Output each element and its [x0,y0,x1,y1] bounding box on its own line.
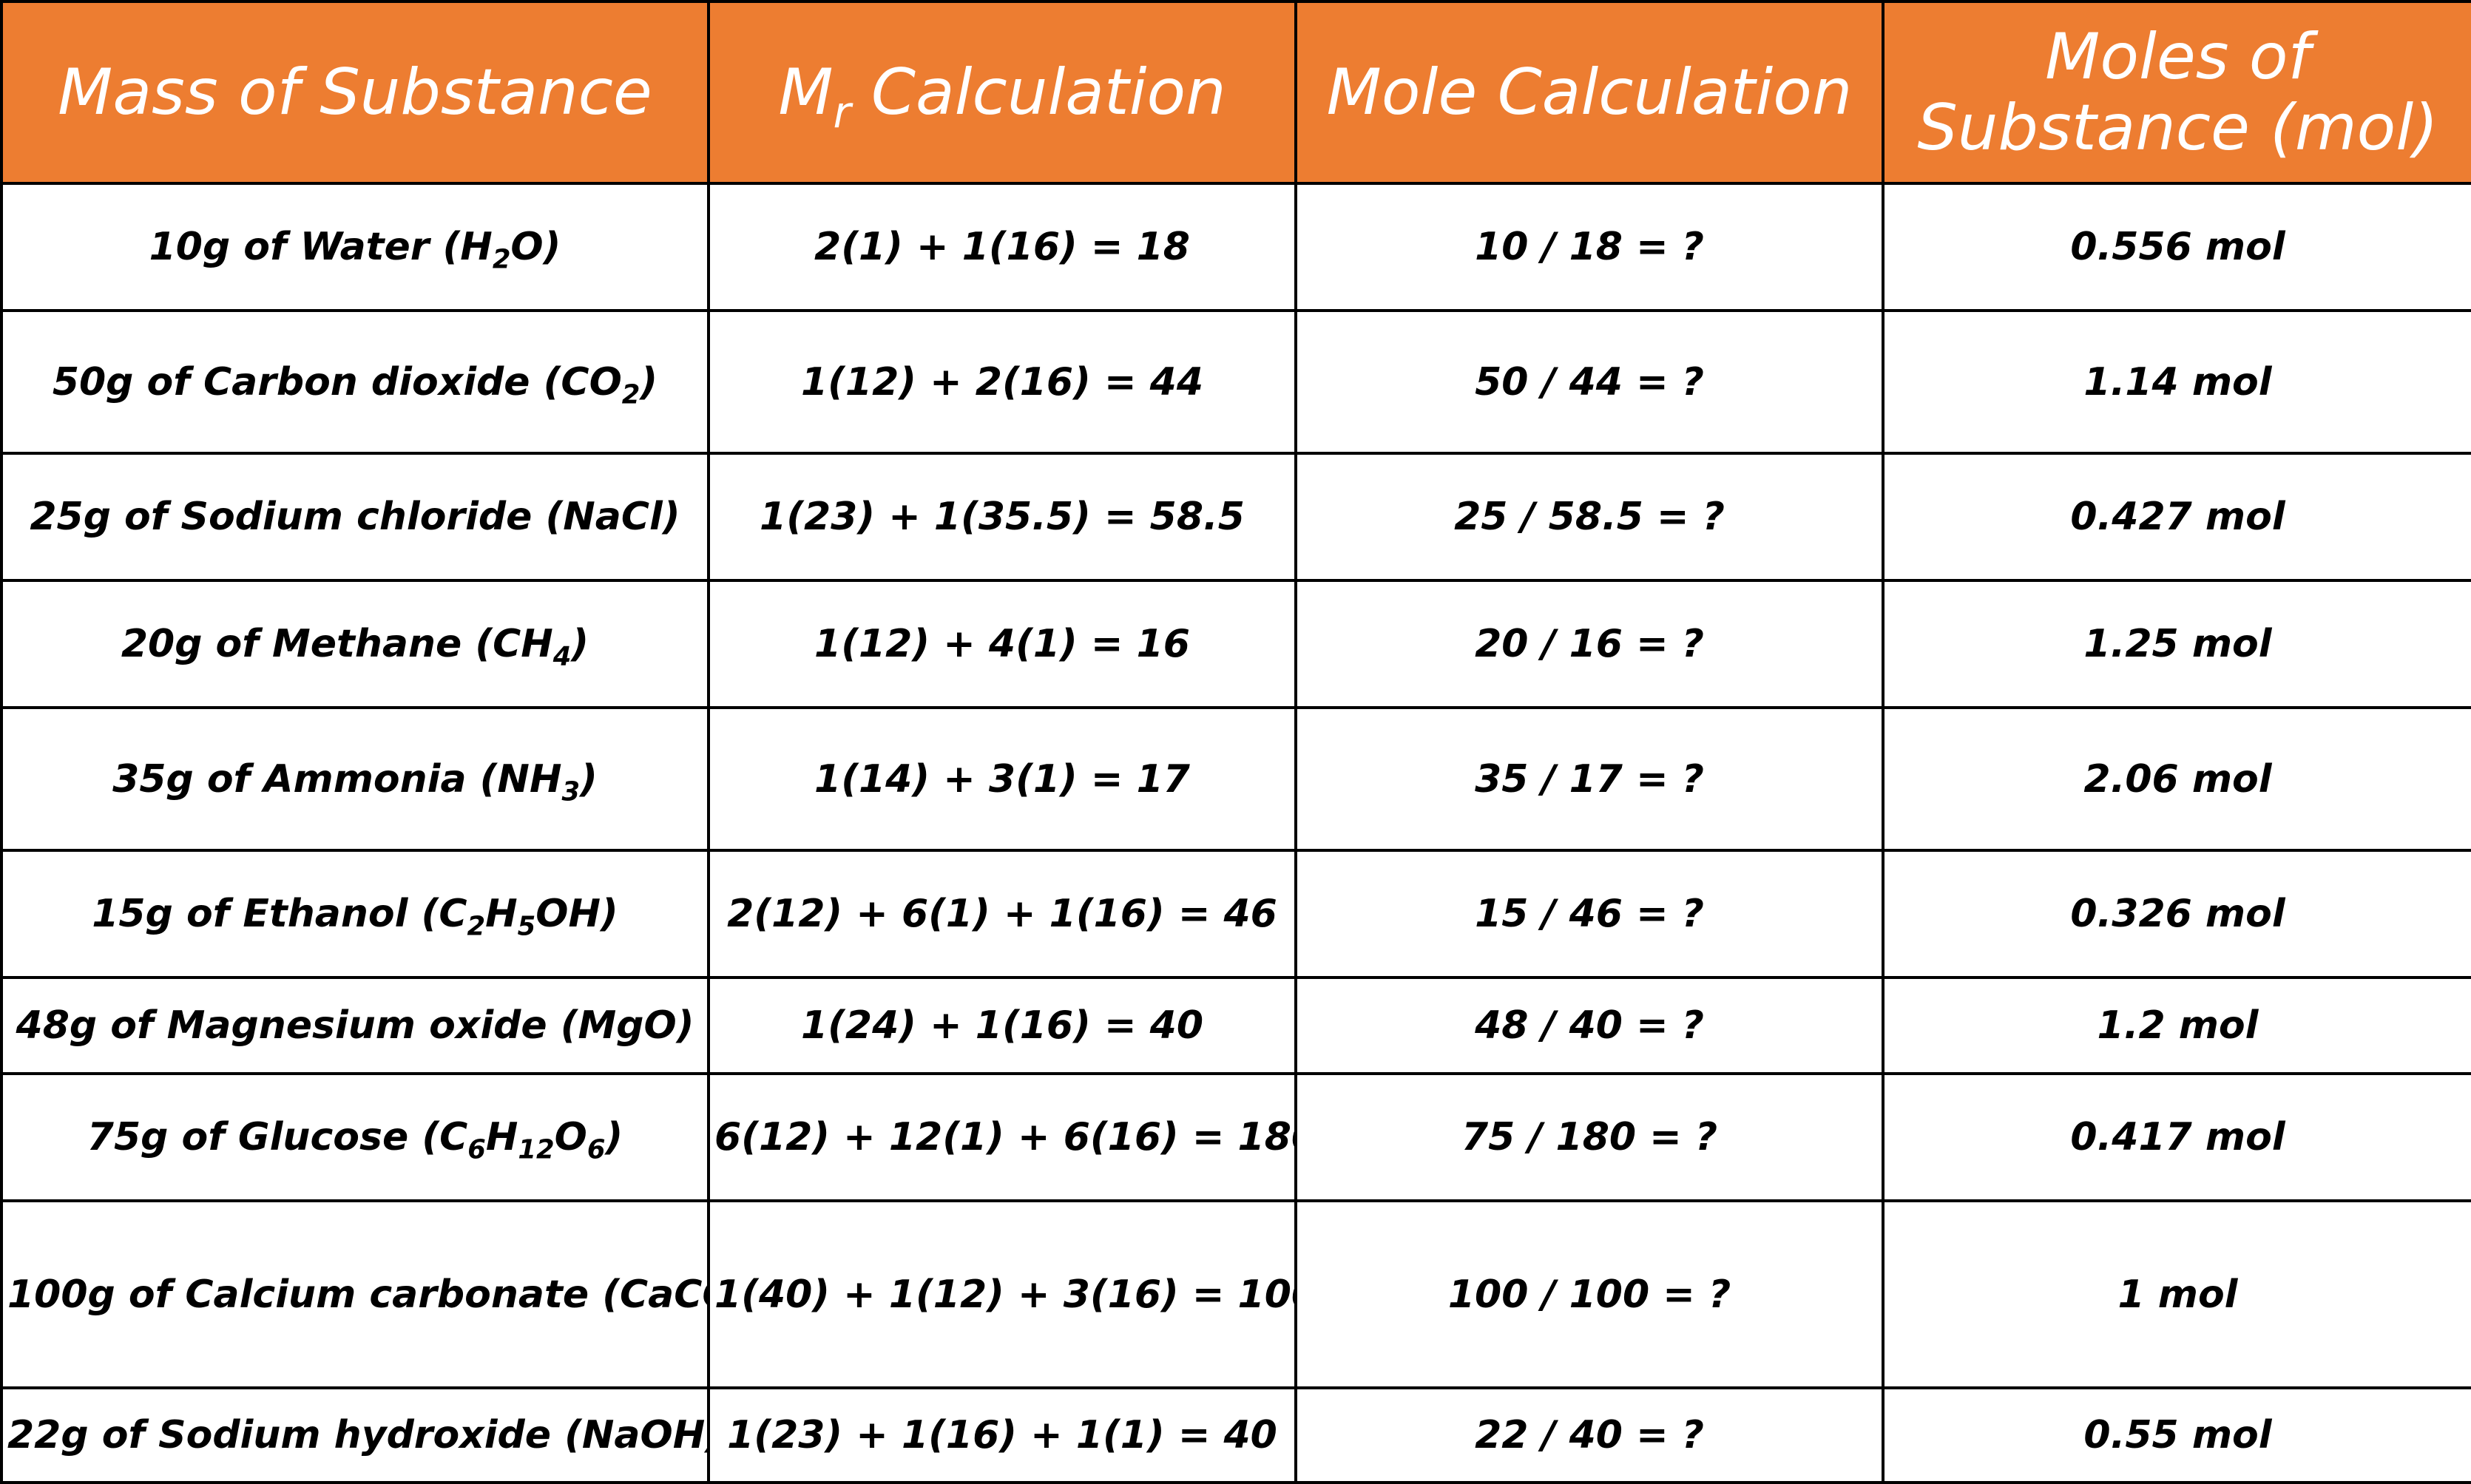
mass-text: O) [510,225,561,270]
mole-calculation-cell: 75 / 180 = ? [1294,1071,1884,1202]
moles-value-cell: 1.2 mol [1882,976,2471,1075]
mole-calculation-cell: 20 / 16 = ? [1294,579,1884,710]
mr-calculation-cell: 1(24) + 1(16) = 40 [707,976,1297,1075]
moles-value-cell: 2.06 mol [1882,706,2471,852]
mass-text: ) [605,1114,623,1159]
mass-cell: 22g of Sodium hydroxide (NaOH) [0,1386,710,1484]
mass-text: OH) [535,891,618,936]
mass-cell: 48g of Magnesium oxide (MgO) [0,976,710,1075]
mr-calculation-cell: 6(12) + 12(1) + 6(16) = 180 [707,1071,1297,1202]
mass-text: H [485,891,518,936]
moles-value-cell: 0.556 mol [1882,181,2471,313]
formula-subscript: 4 [552,641,572,672]
header-mr-subscript: r [833,87,851,138]
formula-subscript: 3 [561,776,581,807]
header-mass-label: Mass of Substance [58,55,652,129]
mass-text: 15g of Ethanol (C [92,891,467,936]
table-row: 25g of Sodium chloride (NaCl) 1(23) + 1(3… [0,451,2471,583]
header-moles-line2: Substance (mol) [1917,91,2438,165]
mole-calculation-cell: 15 / 46 = ? [1294,848,1884,980]
mass-cell: 10g of Water (H2O) [0,181,710,313]
mass-text: 10g of Water (H [149,225,493,270]
header-mass: Mass of Substance [0,0,710,185]
formula-subscript: 6 [467,1134,486,1165]
mass-cell: 75g of Glucose (C6H12O6) [0,1071,710,1202]
formula-subscript: 2 [492,244,511,275]
moles-value-cell: 1.14 mol [1882,309,2471,455]
mass-cell: 20g of Methane (CH4) [0,579,710,710]
mr-calculation-cell: 2(1) + 1(16) = 18 [707,181,1297,313]
table-row: 15g of Ethanol (C2H5OH) 2(12) + 6(1) + 1(… [0,848,2471,980]
mr-calculation-cell: 1(23) + 1(16) + 1(1) = 40 [707,1386,1297,1484]
moles-value-cell: 1.25 mol [1882,579,2471,710]
mr-calculation-cell: 1(14) + 3(1) = 17 [707,706,1297,852]
mass-text: O [554,1114,587,1159]
mole-calculation-cell: 48 / 40 = ? [1294,976,1884,1075]
formula-subscript: 5 [517,911,536,942]
mole-calculation-cell: 10 / 18 = ? [1294,181,1884,313]
table-row: 20g of Methane (CH4) 1(12) + 4(1) = 16 20 … [0,579,2471,710]
moles-value-cell: 0.427 mol [1882,451,2471,583]
mass-cell: 25g of Sodium chloride (NaCl) [0,451,710,583]
moles-value-cell: 0.417 mol [1882,1071,2471,1202]
header-mr-symbol: M [778,55,834,129]
mole-calculation-cell: 35 / 17 = ? [1294,706,1884,852]
header-mole-calculation: Mole Calculation [1294,0,1884,185]
mass-text: 22g of Sodium hydroxide (NaOH) [7,1413,709,1458]
mass-text: 48g of Magnesium oxide (MgO) [16,1003,694,1048]
formula-subscript: 2 [621,379,640,410]
moles-value-cell: 0.55 mol [1882,1386,2471,1484]
table-row: 48g of Magnesium oxide (MgO) 1(24) + 1(16… [0,976,2471,1075]
mass-text: ) [580,756,598,802]
table-row: 100g of Calcium carbonate (CaCO3)1(40) +… [0,1199,2471,1390]
mole-calculation-cell: 25 / 58.5 = ? [1294,451,1884,583]
mr-calculation-cell: 1(12) + 2(16) = 44 [707,309,1297,455]
mass-text: 75g of Glucose (C [87,1114,468,1159]
mass-cell: 50g of Carbon dioxide (CO2) [0,309,710,455]
mass-text: ) [571,622,589,667]
table-row: 75g of Glucose (C6H12O6) 6(12) + 12(1) + … [0,1071,2471,1202]
mass-text: 100g of Calcium carbonate (CaCO [7,1272,709,1317]
mr-calculation-cell: 1(23) + 1(35.5) = 58.5 [707,451,1297,583]
mr-calculation-cell: 1(12) + 4(1) = 16 [707,579,1297,710]
table-row: 35g of Ammonia (NH3) 1(14) + 3(1) = 17 35 … [0,706,2471,852]
moles-value-cell: 0.326 mol [1882,848,2471,980]
header-moles-of-substance: Moles of Substance (mol) [1882,0,2471,185]
mass-text: H [485,1114,518,1159]
mole-calculation-cell: 100 / 100 = ? [1294,1199,1884,1390]
header-mr-label: Calculation [851,55,1226,129]
table-row: 50g of Carbon dioxide (CO2) 1(12) + 2(16)… [0,309,2471,455]
header-row: Mass of Substance Mr Calculation Mole Ca… [0,0,2471,185]
mr-calculation-cell: 2(12) + 6(1) + 1(16) = 46 [707,848,1297,980]
mass-cell: 100g of Calcium carbonate (CaCO3) [0,1199,710,1390]
header-mole-label: Mole Calculation [1326,55,1853,129]
mass-text: 25g of Sodium chloride (NaCl) [30,494,680,539]
mass-text: ) [640,359,658,404]
moles-value-cell: 1 mol [1882,1199,2471,1390]
mass-text: 50g of Carbon dioxide (CO [52,359,622,404]
mass-cell: 15g of Ethanol (C2H5OH) [0,848,710,980]
formula-subscript: 12 [518,1134,555,1165]
header-moles-line1: Moles of [2045,19,2311,94]
mass-text: 20g of Methane (CH [121,622,553,667]
table-body: 10g of Water (H2O) 2(1) + 1(16) = 18 10 / … [0,181,2471,1484]
formula-subscript: 6 [587,1134,606,1165]
table-row: 22g of Sodium hydroxide (NaOH) 1(23) + 1(… [0,1386,2471,1484]
header-mr-calculation: Mr Calculation [707,0,1297,185]
table-row: 10g of Water (H2O) 2(1) + 1(16) = 18 10 / … [0,181,2471,313]
mole-calculation-cell: 50 / 44 = ? [1294,309,1884,455]
formula-subscript: 2 [467,911,486,942]
mass-text: 35g of Ammonia (NH [112,756,562,802]
mr-calculation-cell: 1(40) + 1(12) + 3(16) = 100 [707,1199,1297,1390]
mass-cell: 35g of Ammonia (NH3) [0,706,710,852]
mole-calculation-cell: 22 / 40 = ? [1294,1386,1884,1484]
